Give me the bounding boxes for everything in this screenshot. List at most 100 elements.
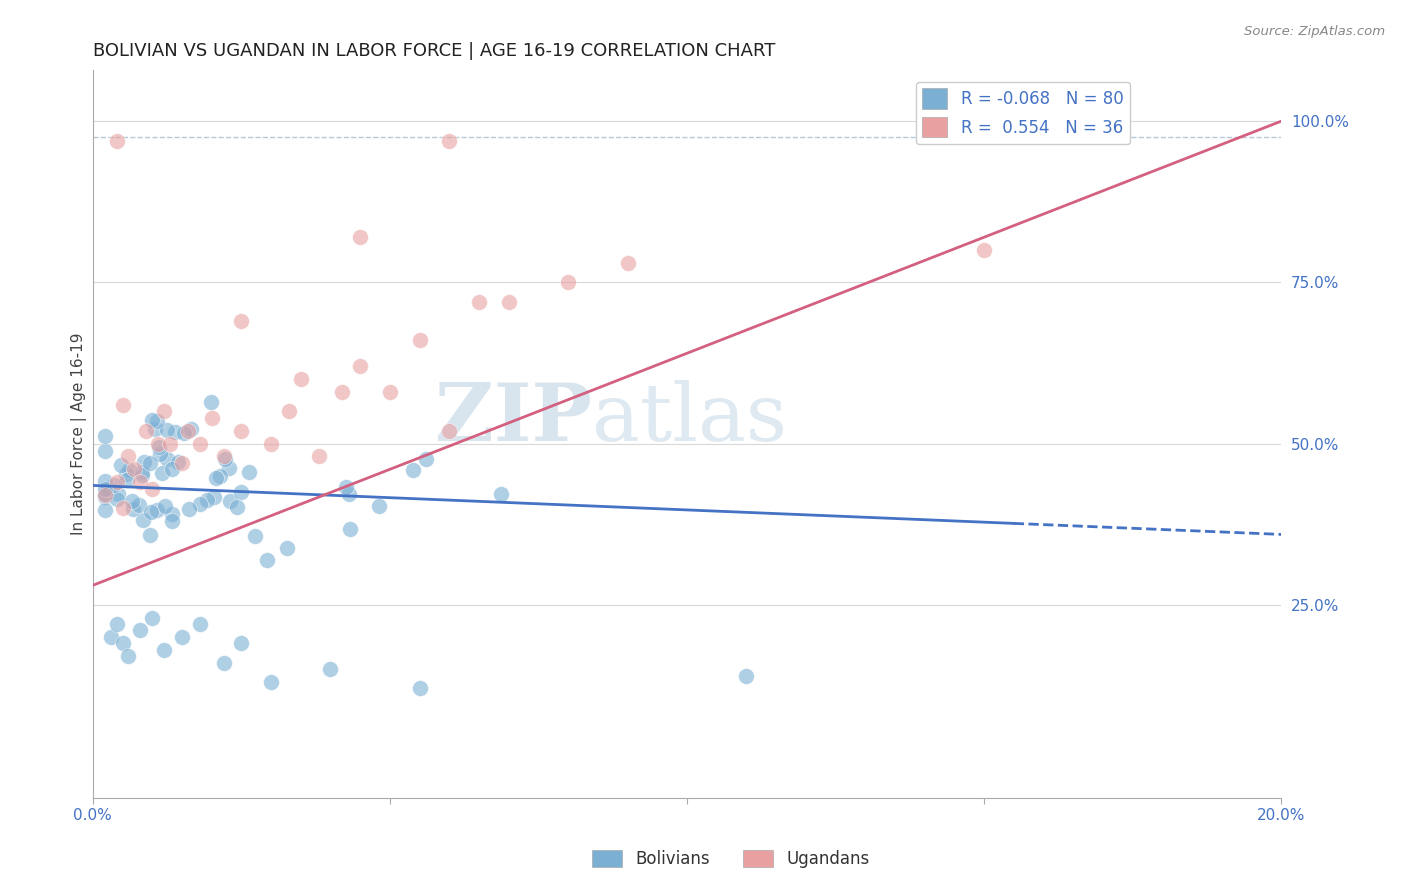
Point (97, 482, 120, 496)
Point (173, 426, 195, 441)
Point (378, 384, 401, 399)
Point (146, 503, 169, 517)
Point (735, 668, 758, 682)
Point (489, 487, 512, 501)
Point (156, 452, 179, 467)
Point (415, 451, 437, 466)
Point (124, 462, 146, 476)
Point (139, 528, 162, 542)
Point (118, 463, 141, 477)
Point (128, 498, 150, 512)
Point (131, 468, 153, 483)
Point (188, 617, 211, 632)
Point (148, 440, 170, 454)
Point (256, 553, 278, 567)
Point (170, 630, 193, 644)
Point (131, 465, 153, 479)
Point (202, 490, 225, 504)
Point (439, 134, 461, 148)
Point (973, 243, 995, 257)
Point (337, 487, 360, 501)
Point (143, 422, 166, 436)
Point (231, 485, 253, 500)
Point (204, 471, 226, 485)
Point (105, 475, 128, 490)
Point (117, 474, 139, 488)
Point (238, 465, 260, 479)
Point (121, 493, 143, 508)
Point (276, 541, 298, 555)
Point (308, 450, 330, 464)
Point (111, 636, 134, 650)
Point (335, 479, 357, 493)
Point (129, 624, 152, 638)
Point (156, 423, 179, 437)
Point (105, 134, 128, 148)
Point (153, 642, 176, 657)
Point (93, 502, 115, 516)
Point (231, 314, 253, 328)
Point (153, 404, 176, 418)
Point (149, 447, 172, 461)
Point (93, 482, 115, 496)
Point (319, 662, 342, 676)
Point (339, 523, 361, 537)
Point (160, 507, 183, 521)
Point (218, 461, 240, 475)
Text: Source: ZipAtlas.com: Source: ZipAtlas.com (1244, 25, 1385, 38)
Point (212, 656, 235, 670)
Point (122, 501, 145, 516)
Point (277, 404, 299, 418)
Point (160, 514, 183, 528)
Point (219, 493, 242, 508)
Point (111, 500, 134, 515)
Point (93, 487, 115, 501)
Point (93, 428, 115, 442)
Point (231, 424, 253, 438)
Point (93, 444, 115, 458)
Point (557, 276, 579, 290)
Point (408, 334, 430, 348)
Point (139, 456, 162, 470)
Point (103, 478, 125, 492)
Point (129, 475, 152, 490)
Point (146, 436, 169, 450)
Point (177, 501, 200, 516)
Point (165, 425, 187, 440)
Point (439, 424, 461, 438)
Point (141, 610, 163, 624)
Point (117, 450, 139, 464)
Point (190, 497, 212, 511)
Point (349, 230, 371, 244)
Point (330, 384, 353, 399)
Point (616, 256, 638, 270)
Point (212, 450, 235, 464)
Legend: R = -0.068   N = 80, R =  0.554   N = 36: R = -0.068 N = 80, R = 0.554 N = 36 (915, 82, 1130, 144)
Point (226, 500, 249, 514)
Point (170, 456, 193, 470)
Point (209, 468, 232, 483)
Point (110, 458, 132, 472)
Point (349, 359, 371, 374)
Point (368, 500, 391, 514)
Point (201, 410, 224, 425)
Point (200, 394, 222, 409)
Point (141, 482, 163, 496)
Point (93, 474, 115, 488)
Point (162, 462, 184, 476)
Point (150, 466, 173, 480)
Y-axis label: In Labor Force | Age 16-19: In Labor Force | Age 16-19 (72, 333, 87, 535)
Point (131, 513, 153, 527)
Point (115, 467, 138, 481)
Point (468, 294, 491, 309)
Point (260, 675, 283, 690)
Point (111, 398, 134, 412)
Point (159, 436, 181, 450)
Point (498, 294, 520, 309)
Point (107, 487, 129, 501)
Point (402, 463, 425, 477)
Point (105, 617, 128, 632)
Point (290, 372, 312, 386)
Point (177, 424, 200, 438)
Point (180, 422, 202, 436)
